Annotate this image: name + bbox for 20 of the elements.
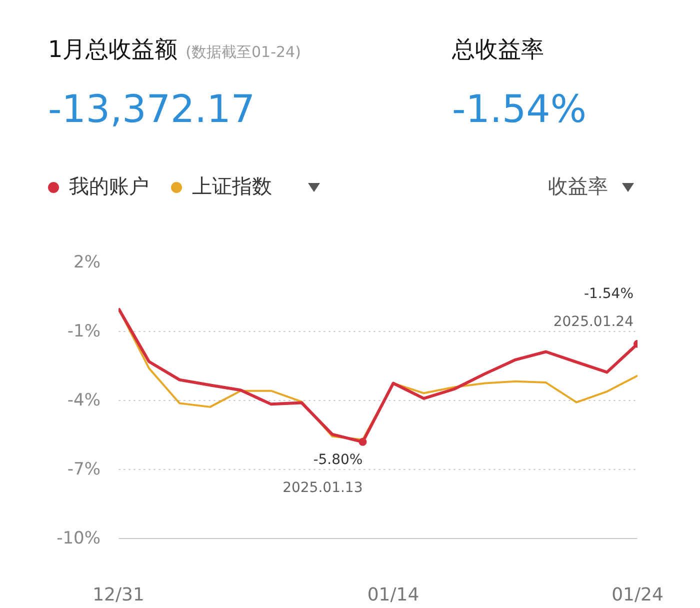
chart-title: 1月总收益额: [48, 37, 178, 63]
y-tick-label: -4%: [67, 390, 101, 410]
y-tick-label: 2%: [74, 252, 101, 272]
y-tick-label: -1%: [67, 322, 101, 342]
annotation: -5.80%: [313, 452, 363, 468]
annotation: -1.54%: [584, 286, 634, 302]
text: -13,372.17: [48, 86, 256, 133]
annotation: 2025.01.24: [553, 314, 634, 330]
text: 总收益率: [452, 36, 544, 65]
y-tick-label: -7%: [67, 460, 101, 480]
legend-label: 上证指数: [191, 174, 272, 198]
x-tick-label: 12/31: [92, 584, 144, 606]
text: -1.54%: [452, 86, 586, 133]
y-tick-label: -10%: [56, 528, 100, 548]
text: 收益率: [548, 173, 609, 200]
chart-subtitle: (数据截至01-24): [186, 43, 301, 61]
annotation: 2025.01.13: [282, 480, 363, 496]
x-tick-label: 01/14: [367, 584, 420, 606]
x-tick-label: 01/24: [612, 584, 664, 606]
legend-label: 我的账户: [68, 174, 149, 198]
